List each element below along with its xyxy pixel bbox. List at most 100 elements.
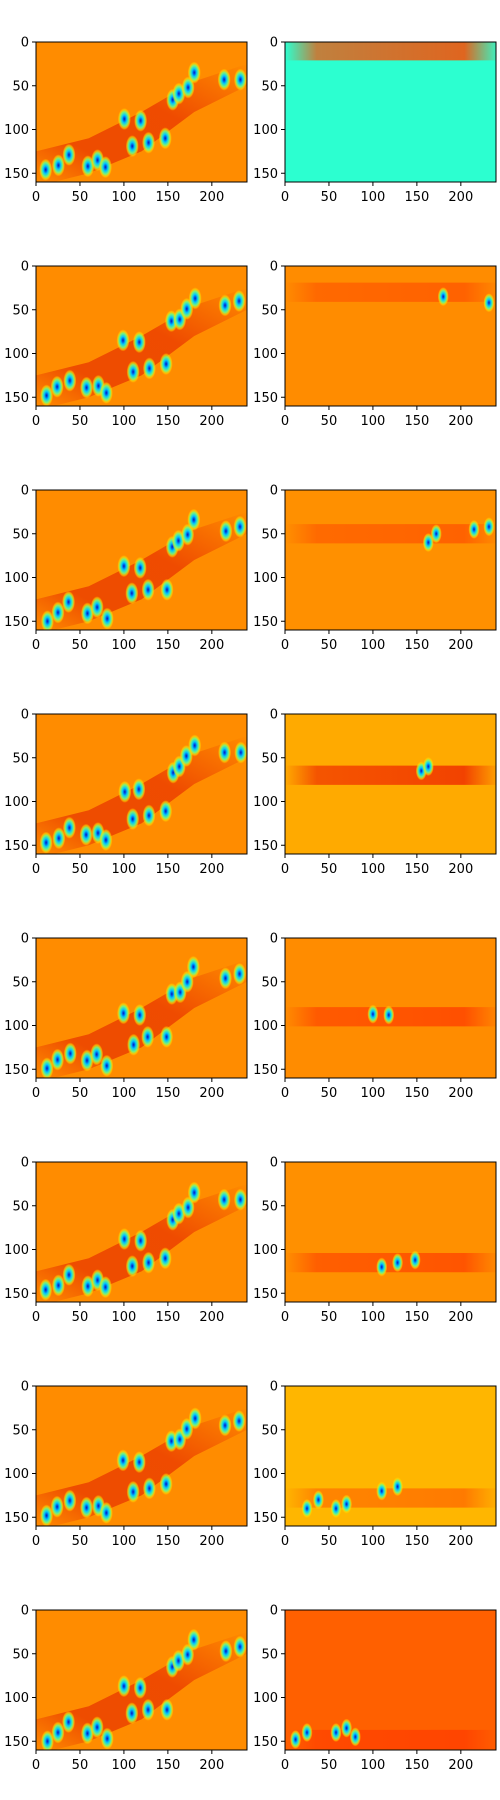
heatmap-blob bbox=[187, 508, 201, 531]
x-tick-label: 100 bbox=[112, 1310, 137, 1325]
heatmap-blob bbox=[125, 582, 139, 605]
y-tick-label: 150 bbox=[4, 391, 29, 406]
y-tick-label: 50 bbox=[12, 1423, 29, 1438]
heatmap-blob bbox=[233, 515, 247, 538]
x-tick-label: 0 bbox=[32, 1758, 40, 1773]
x-tick-label: 200 bbox=[448, 1310, 473, 1325]
x-tick-label: 50 bbox=[321, 1534, 338, 1549]
x-tick-label: 150 bbox=[404, 862, 429, 877]
heatmap-blob bbox=[99, 381, 113, 404]
x-tick-label: 0 bbox=[281, 862, 289, 877]
axes-frame bbox=[35, 937, 248, 1079]
x-tick-label: 100 bbox=[112, 190, 137, 205]
axes-frame bbox=[284, 1385, 497, 1527]
heatmap-blob bbox=[218, 967, 232, 990]
heatmap-background bbox=[285, 490, 496, 630]
heatmap-blob bbox=[118, 780, 132, 803]
heatmap-panel: 0 50 100 150 200 0 50 100 150 bbox=[253, 1380, 497, 1549]
heatmap-blob bbox=[330, 1499, 342, 1518]
y-tick-label: 0 bbox=[270, 1156, 278, 1171]
axes-frame bbox=[35, 489, 248, 631]
heatmap-band bbox=[285, 765, 496, 785]
y-tick-label: 0 bbox=[270, 484, 278, 499]
x-tick-label: 100 bbox=[361, 414, 386, 429]
heatmap-blob bbox=[39, 831, 53, 854]
y-tick-label: 0 bbox=[21, 1604, 29, 1619]
heatmap-blob bbox=[234, 741, 247, 764]
axes-frame bbox=[284, 489, 497, 631]
heatmap-blob bbox=[367, 1004, 379, 1024]
heatmap-image bbox=[36, 1610, 247, 1750]
heatmap-blob bbox=[430, 524, 442, 544]
heatmap-blob bbox=[40, 384, 54, 406]
heatmap-blob bbox=[188, 1407, 202, 1430]
x-tick-label: 150 bbox=[155, 862, 180, 877]
heatmap-blob bbox=[98, 156, 112, 179]
x-tick-label: 100 bbox=[112, 414, 137, 429]
heatmap-blob bbox=[187, 1628, 201, 1651]
heatmap-image bbox=[285, 714, 496, 854]
x-tick-label: 150 bbox=[155, 414, 180, 429]
x-tick-label: 200 bbox=[199, 862, 224, 877]
x-tick-label: 150 bbox=[155, 1310, 180, 1325]
heatmap-blob bbox=[133, 1004, 147, 1026]
heatmap-blob bbox=[40, 1730, 54, 1750]
heatmap-blob bbox=[117, 1228, 131, 1250]
heatmap-blob bbox=[51, 1274, 65, 1297]
heatmap-image bbox=[36, 490, 247, 630]
y-tick-label: 100 bbox=[253, 123, 278, 138]
x-tick-label: 100 bbox=[112, 1534, 137, 1549]
heatmap-blob bbox=[218, 294, 232, 317]
heatmap-blob bbox=[40, 1057, 54, 1078]
heatmap-blob bbox=[79, 823, 93, 846]
heatmap-blob bbox=[341, 1718, 353, 1738]
heatmap-blob bbox=[63, 369, 77, 392]
heatmap-blob bbox=[142, 131, 156, 154]
heatmap-blob bbox=[409, 1250, 421, 1270]
heatmap-blob bbox=[188, 287, 202, 310]
y-tick-label: 0 bbox=[270, 36, 278, 51]
y-tick-label: 150 bbox=[253, 1511, 278, 1526]
axes-frame bbox=[35, 265, 248, 407]
heatmap-blob bbox=[142, 804, 156, 827]
heatmap-blob bbox=[98, 1276, 112, 1299]
y-tick-label: 150 bbox=[4, 167, 29, 182]
x-tick-label: 200 bbox=[199, 1086, 224, 1101]
x-tick-label: 150 bbox=[155, 190, 180, 205]
heatmap-blob bbox=[62, 143, 76, 166]
x-tick-label: 50 bbox=[321, 1310, 338, 1325]
x-tick-label: 200 bbox=[448, 414, 473, 429]
x-tick-label: 200 bbox=[448, 1758, 473, 1773]
heatmap-blob bbox=[116, 329, 130, 352]
x-tick-label: 150 bbox=[404, 1758, 429, 1773]
x-tick-label: 50 bbox=[72, 862, 89, 877]
y-tick-label: 0 bbox=[270, 708, 278, 723]
heatmap-panel: 0 50 100 150 200 0 50 100 150 bbox=[253, 932, 497, 1101]
heatmap-blob bbox=[301, 1499, 313, 1518]
heatmap-blob bbox=[233, 962, 247, 985]
heatmap-band bbox=[285, 282, 496, 302]
y-tick-label: 150 bbox=[4, 1735, 29, 1750]
x-tick-label: 0 bbox=[281, 414, 289, 429]
y-tick-label: 150 bbox=[253, 1735, 278, 1750]
heatmap-blob bbox=[132, 331, 146, 354]
x-tick-label: 150 bbox=[404, 1310, 429, 1325]
y-tick-label: 150 bbox=[253, 839, 278, 854]
y-tick-label: 150 bbox=[253, 391, 278, 406]
x-tick-label: 50 bbox=[321, 1758, 338, 1773]
x-tick-label: 50 bbox=[72, 1758, 89, 1773]
y-tick-label: 100 bbox=[253, 1243, 278, 1258]
y-tick-label: 100 bbox=[4, 347, 29, 362]
heatmap-image bbox=[285, 938, 496, 1078]
heatmap-blob bbox=[158, 127, 172, 150]
heatmap-blob bbox=[62, 816, 76, 839]
heatmap-blob bbox=[40, 610, 54, 630]
heatmap-blob bbox=[383, 1005, 395, 1025]
y-tick-label: 0 bbox=[21, 1380, 29, 1395]
heatmap-blob bbox=[127, 1033, 141, 1056]
heatmap-blob bbox=[422, 533, 434, 552]
x-tick-label: 50 bbox=[72, 1534, 89, 1549]
heatmap-blob bbox=[232, 290, 246, 312]
x-tick-label: 50 bbox=[72, 1310, 89, 1325]
heatmap-image bbox=[285, 1610, 496, 1750]
